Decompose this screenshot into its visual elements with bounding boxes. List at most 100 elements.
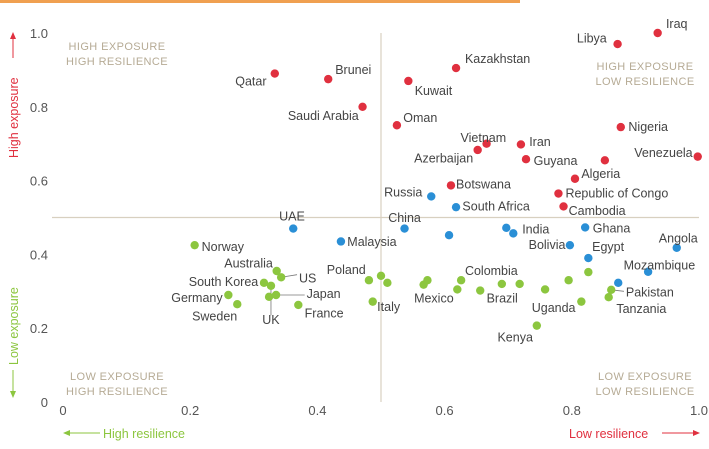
y-tick-label: 0.6 [30,174,48,189]
point-tanzania [604,293,613,302]
quadrant-label-top-right: LOW RESILIENCE [595,76,694,88]
y-axis-caption-bottom: Low exposure [7,287,21,365]
x-tick-label: 0.8 [563,403,581,418]
point-us [276,273,286,282]
point-kuwait [404,76,413,86]
label-uae: UAE [279,209,305,223]
point-pakistan-2 [607,285,616,295]
point-colombia-2 [453,285,462,294]
point-colombia [456,276,466,285]
x-tick-label: 1.0 [690,403,708,418]
label-botswana: Botswana [456,177,511,191]
point-azerbaijan [473,145,482,155]
point-south-korea [259,278,269,288]
quadrant-label-top-left: HIGH RESILIENCE [66,56,168,68]
label-libya: Libya [577,32,607,46]
point-guyana [521,154,531,164]
label-pakistan: Pakistan [626,285,674,299]
x-tick-label: 0.2 [181,403,199,418]
point-kazakhstan [451,63,461,73]
label-mozambique: Mozambique [624,258,696,272]
point-uk [264,292,274,302]
y-tick-label: 0.8 [30,100,48,115]
top-border-accent [0,0,520,3]
point-oman [392,121,402,130]
point-pakistan [614,278,623,288]
point-iran [516,140,526,149]
label-south-africa: South Africa [462,199,529,213]
point-ghana [580,223,590,232]
data-points [190,28,702,330]
label-ghana: Ghana [593,222,631,236]
quadrant-labels: HIGH EXPOSURE HIGH RESILIENCE HIGH EXPOSUR… [66,41,694,398]
label-france: France [305,306,344,320]
x-tick-label: 0.4 [308,403,326,418]
y-bottom-arrow-head [10,391,16,398]
label-vietnam: Vietnam [461,131,507,145]
point-egypt-2 [584,267,593,277]
point-poland-3 [383,278,392,288]
label-sweden: Sweden [192,309,237,323]
label-venezuela: Venezuela [634,146,692,160]
point-labels: Iraq Libya Kazakhstan Brunei Qatar Kuwait Saud… [171,17,698,345]
point-venezuela [693,152,702,161]
label-japan: Japan [307,287,341,301]
point-libya-adjacent [600,156,610,165]
point-sweden [233,300,242,309]
point-australia [272,266,281,276]
axis-captions: High exposure Low exposure High resilience… [7,32,700,441]
x-axis-caption-right: Low resilience [569,427,648,441]
label-saudi-arabia: Saudi Arabia [288,109,359,123]
label-south-korea: South Korea [189,275,259,289]
label-tanzania: Tanzania [616,302,666,316]
point-uganda-3 [577,297,586,306]
x-left-arrow-head [63,430,70,436]
point-japan [266,281,276,290]
label-australia: Australia [224,257,273,271]
label-qatar: Qatar [235,75,266,89]
point-qatar [270,69,279,78]
quadrant-label-top-left: HIGH EXPOSURE [69,41,166,53]
label-italy: Italy [377,300,401,314]
point-italy [368,297,377,306]
point-angola [672,243,681,252]
point-mozambique [643,267,653,276]
point-egypt [584,253,593,263]
point-russia [427,192,436,201]
x-tick-label: 0.6 [436,403,454,418]
point-libya [613,39,622,49]
x-right-arrow-head [693,430,700,436]
label-republic-of-congo: Republic of Congo [565,187,668,201]
point-uae [289,224,298,233]
label-brazil: Brazil [487,292,518,306]
label-malaysia: Malaysia [347,235,396,249]
y-axis-caption-top: High exposure [7,77,21,158]
point-republic-of-congo [554,189,563,198]
point-uganda [540,285,550,294]
point-iraq [653,28,662,38]
y-tick-label: 0 [41,395,48,410]
label-india: India [522,222,549,236]
label-uganda: Uganda [532,301,576,315]
label-norway: Norway [202,240,245,254]
point-mexico-2 [423,276,432,285]
quadrant-label-top-right: HIGH EXPOSURE [597,61,694,73]
label-bolivia: Bolivia [529,238,566,252]
y-tick-label: 0.4 [30,247,48,262]
axis-ticks: 0 0.2 0.4 0.6 0.8 1.0 0 0.2 0.4 0.6 0.8 1.0 [30,26,708,418]
point-germany [224,290,233,300]
label-cambodia: Cambodia [569,204,626,218]
grid-lines [52,33,699,402]
quadrant-label-bottom-left: HIGH RESILIENCE [66,386,168,398]
x-tick-label: 0 [59,403,66,418]
label-kenya: Kenya [497,330,532,344]
point-uganda-2 [564,276,573,285]
point-norway [190,240,199,250]
point-china-2 [444,231,454,240]
label-kazakhstan: Kazakhstan [465,52,530,66]
point-colombia-4 [515,279,524,289]
y-tick-label: 0.2 [30,321,48,336]
point-malaysia [336,237,346,246]
